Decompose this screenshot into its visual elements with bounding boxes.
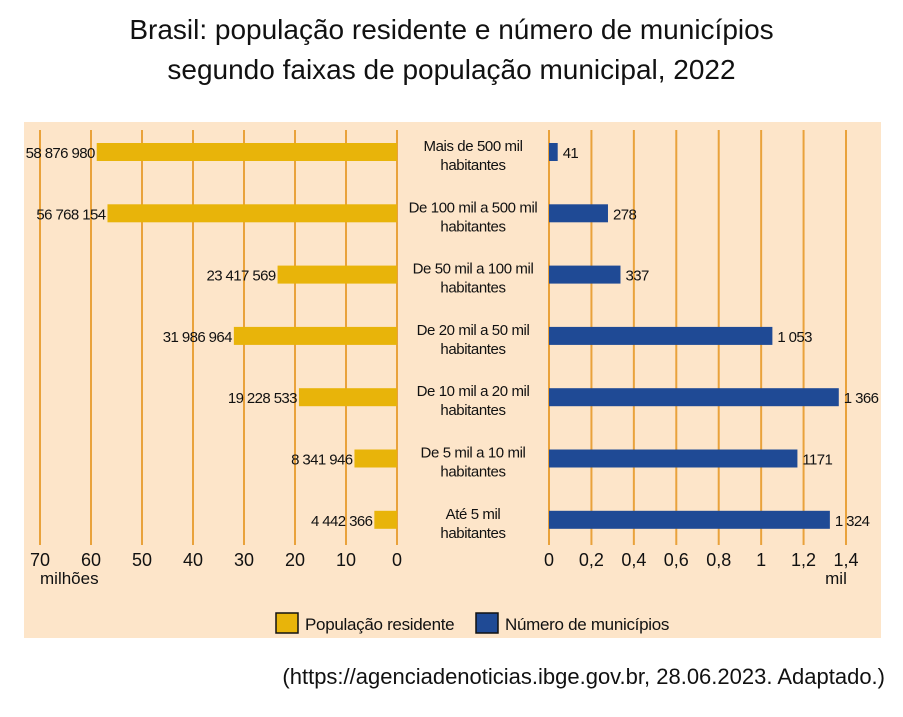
municipalities-bar [549, 510, 830, 529]
x-tick-label-left: 0 [392, 550, 402, 570]
x-tick-label-left: 10 [336, 550, 356, 570]
x-tick-label-left: 50 [132, 550, 152, 570]
x-tick-label-right: 1,4 [833, 550, 858, 570]
population-bar [233, 326, 397, 345]
x-tick-label-left: 20 [285, 550, 305, 570]
municipalities-bar [549, 143, 558, 161]
municipalities-bar [549, 449, 798, 468]
population-data-label: 23 417 569 [206, 268, 275, 285]
x-axis-label-right: mil [825, 569, 847, 588]
population-bar [354, 449, 397, 468]
category-label-line-2: habitantes [440, 341, 505, 358]
population-bar [298, 388, 397, 407]
population-data-label: 19 228 533 [228, 390, 297, 407]
x-tick-label-left: 40 [183, 550, 203, 570]
x-tick-label-right: 1,2 [791, 550, 816, 570]
municipalities-bar [549, 388, 839, 407]
x-tick-label-right: 0 [544, 550, 554, 570]
category-label-line-1: Mais de 500 mil [423, 138, 522, 155]
category-label-line-2: habitantes [440, 402, 505, 419]
municipalities-data-label: 1 053 [777, 329, 812, 346]
municipalities-data-label: 1 366 [844, 390, 879, 407]
x-tick-label-left: 70 [30, 550, 50, 570]
x-tick-label-right: 1 [756, 550, 766, 570]
municipalities-bar [549, 265, 621, 284]
population-bar [277, 265, 397, 284]
category-label-line-2: habitantes [440, 157, 505, 174]
population-data-label: 58 876 980 [26, 145, 95, 162]
source-citation: (https://agenciadenoticias.ibge.gov.br, … [282, 664, 885, 689]
legend-label-population: População residente [305, 615, 454, 634]
category-label-line-2: habitantes [440, 280, 505, 297]
category-label-line-2: habitantes [440, 464, 505, 481]
municipalities-data-label: 337 [625, 268, 648, 285]
population-bar [107, 204, 397, 223]
legend-label-municipalities: Número de municípios [505, 615, 669, 634]
legend-swatch-population [275, 612, 299, 634]
chart-title-line-1: Brasil: população residente e número de … [129, 14, 774, 45]
municipalities-data-label: 41 [563, 145, 579, 162]
population-data-label: 8 341 946 [291, 452, 353, 469]
category-label-line-2: habitantes [440, 218, 505, 235]
municipalities-data-label: 278 [613, 206, 636, 223]
municipalities-bar [549, 204, 608, 223]
legend-swatch-municipalities [475, 612, 499, 634]
x-tick-label-right: 0,4 [621, 550, 646, 570]
municipalities-data-label: 1171 [802, 452, 832, 469]
population-bar [374, 510, 397, 529]
population-data-label: 56 768 154 [36, 206, 105, 223]
population-data-label: 4 442 366 [311, 513, 373, 530]
category-label-line-1: De 5 mil a 10 mil [421, 445, 526, 462]
x-tick-label-left: 60 [81, 550, 101, 570]
x-tick-label-right: 0,6 [664, 550, 689, 570]
municipalities-data-label: 1 324 [835, 513, 870, 530]
category-label-line-1: De 20 mil a 50 mil [417, 322, 530, 339]
municipalities-bar [549, 326, 773, 345]
category-label-line-1: De 50 mil a 100 mil [413, 261, 534, 278]
x-axis-label-left: milhões [40, 569, 99, 588]
chart-title-line-2: segundo faixas de população municipal, 2… [167, 54, 736, 85]
x-tick-label-left: 30 [234, 550, 254, 570]
population-bar [96, 143, 397, 161]
category-label-line-1: De 100 mil a 500 mil [409, 199, 538, 216]
category-label-line-2: habitantes [440, 525, 505, 542]
category-label-line-1: Até 5 mil [446, 506, 501, 523]
x-tick-label-right: 0,8 [706, 550, 731, 570]
population-data-label: 31 986 964 [163, 329, 232, 346]
x-tick-label-right: 0,2 [579, 550, 604, 570]
category-label-line-1: De 10 mil a 20 mil [417, 383, 530, 400]
